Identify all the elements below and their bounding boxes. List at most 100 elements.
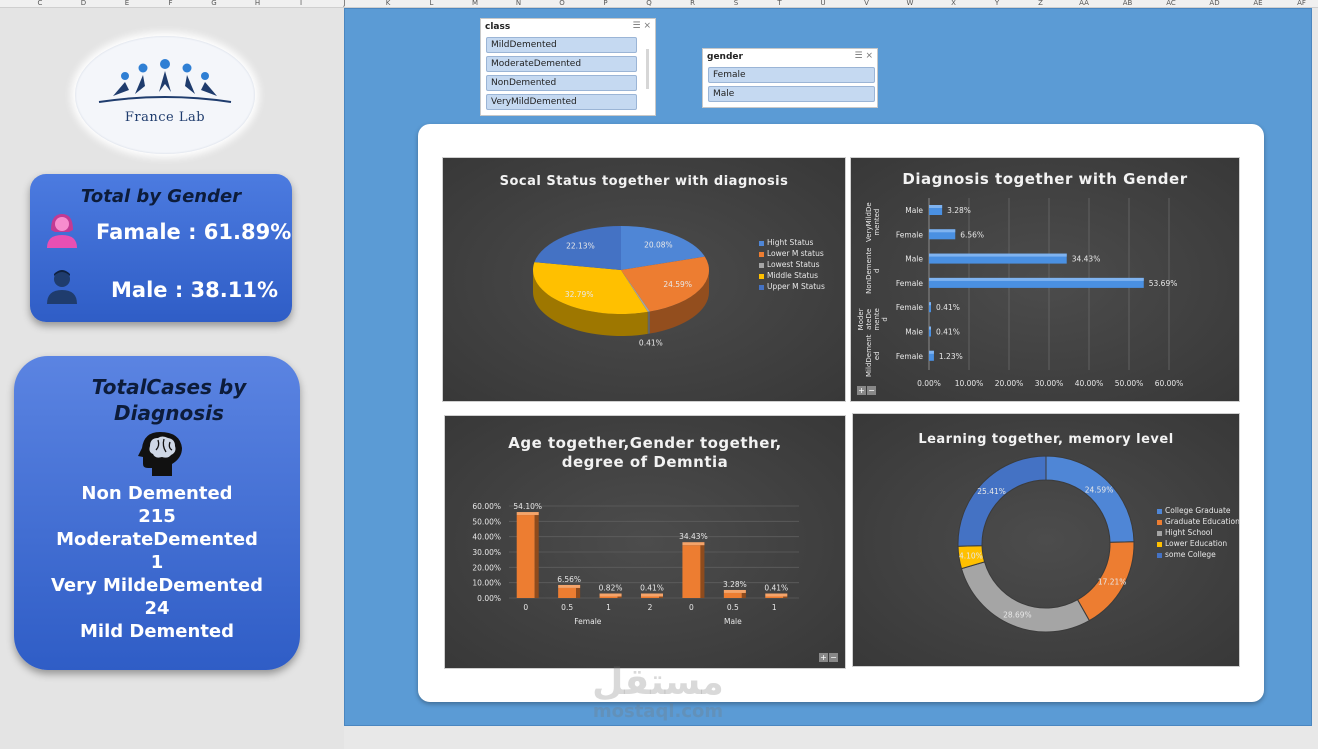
column-header-N[interactable]: N	[515, 0, 522, 7]
category-label: Female	[896, 352, 924, 361]
class-slicer[interactable]: class ☰ ⨯ MildDemented ModerateDemented No…	[480, 18, 656, 116]
column-header-Y[interactable]: Y	[994, 0, 1000, 7]
category-label: Male	[905, 328, 923, 337]
column-header-AF[interactable]: AF	[1297, 0, 1306, 7]
column-header-W[interactable]: W	[906, 0, 914, 7]
donut-data-label: 4.10%	[959, 552, 983, 561]
social-status-pie-plot: 20.08% 24.59% 0.41% 32.79% 22.13%	[533, 226, 709, 348]
column-header-T[interactable]: T	[777, 0, 782, 7]
social-status-pie-chart[interactable]: Socal Status together with diagnosis 20.…	[442, 157, 846, 402]
column-header-J[interactable]: J	[343, 0, 346, 7]
donut-slice-some-college[interactable]	[957, 455, 1047, 547]
column-header-AB[interactable]: AB	[1122, 0, 1133, 7]
column-header-R[interactable]: R	[690, 0, 695, 7]
age-gender-dementia-bar-chart[interactable]: Age together,Gender together, degree of …	[444, 415, 846, 669]
y-tick-label: 60.00%	[472, 502, 501, 511]
slicer-item[interactable]: VeryMildDemented	[486, 94, 637, 110]
column-header-M[interactable]: M	[471, 0, 479, 7]
column-header-AC[interactable]: AC	[1166, 0, 1176, 7]
slicer-multiselect-icon[interactable]: ☰ ⨯	[632, 21, 651, 31]
donut-slice-college-graduate[interactable]	[1045, 455, 1135, 543]
pie-slice-upper-m-status[interactable]	[534, 226, 621, 270]
column-header-D[interactable]: D	[80, 0, 87, 7]
column-header-V[interactable]: V	[864, 0, 869, 7]
hbar-5[interactable]	[929, 326, 931, 337]
diagnosis-lines: Non Demented 215 ModerateDemented 1 Very Mil…	[14, 482, 300, 643]
column-header-U[interactable]: U	[820, 0, 826, 7]
vbar-5[interactable]	[723, 592, 742, 598]
social-status-legend-entry: Upper M Status	[759, 282, 825, 293]
female-user-icon	[47, 214, 77, 248]
group-label: Moder	[857, 308, 865, 330]
column-header-H[interactable]: H	[254, 0, 261, 7]
column-header-AE[interactable]: AE	[1253, 0, 1263, 7]
diagnosis-line: 215	[138, 506, 176, 527]
diagnosis-line: Non Demented	[81, 483, 233, 504]
legend-swatch	[1157, 508, 1162, 514]
expand-button[interactable]: +	[857, 386, 866, 395]
x-tick-label: 50.00%	[1115, 379, 1144, 388]
pie-slice-middle-status[interactable]	[533, 262, 648, 314]
column-header-O[interactable]: O	[559, 0, 565, 7]
column-header-C[interactable]: C	[37, 0, 43, 7]
donut-slice-hight-school[interactable]	[960, 561, 1091, 633]
vbar-2[interactable]	[599, 596, 618, 599]
slicer-item[interactable]: NonDemented	[486, 75, 637, 91]
column-header-Z[interactable]: Z	[1038, 0, 1043, 7]
vbar-4[interactable]	[682, 545, 701, 598]
hbar-6[interactable]	[929, 350, 934, 361]
column-header-K[interactable]: K	[385, 0, 391, 7]
slicer-item[interactable]: Male	[708, 86, 875, 102]
female-percentage: Famale : 61.89%	[96, 220, 292, 244]
diagnosis-gender-plot: 0.00% 10.00% 20.00% 30.00% 40.00% 50.00% 60.00…	[857, 198, 1183, 388]
pie-slice-hight-status[interactable]	[621, 226, 705, 270]
hbar-0[interactable]	[929, 205, 943, 215]
column-header-S[interactable]: S	[733, 0, 739, 7]
legend-label: College Graduate	[1165, 506, 1231, 515]
column-header-P[interactable]: P	[603, 0, 608, 7]
vbar-3[interactable]	[641, 596, 659, 599]
expand-button-2[interactable]: +	[819, 653, 828, 662]
bar-data-label: 3.28%	[947, 206, 971, 215]
gender-slicer[interactable]: gender ☰ ⨯ Female Male	[702, 48, 878, 108]
hbar-1[interactable]	[929, 229, 956, 240]
slicer-item[interactable]: Female	[708, 67, 875, 83]
vbar-1[interactable]	[558, 587, 577, 598]
social-status-legend-entry: Lowest Status	[759, 260, 825, 271]
column-header-AA[interactable]: AA	[1079, 0, 1089, 7]
logo-text: France Lab	[124, 110, 206, 125]
vbar-6[interactable]	[765, 596, 784, 599]
vbar-top	[516, 512, 539, 516]
x-category-label: 0	[523, 603, 528, 612]
column-header-L[interactable]: L	[429, 0, 434, 7]
collapse-button[interactable]: −	[867, 386, 876, 395]
slicer-item[interactable]: ModerateDemented	[486, 56, 637, 72]
learning-memory-donut-chart[interactable]: Learning together, memory level 24.59% 17…	[852, 413, 1240, 667]
column-header-G[interactable]: G	[211, 0, 217, 7]
column-header-Q[interactable]: Q	[646, 0, 652, 7]
column-header-F[interactable]: F	[168, 0, 173, 7]
column-header-E[interactable]: E	[124, 0, 130, 7]
legend-swatch	[759, 240, 764, 246]
column-header-AD[interactable]: AD	[1209, 0, 1220, 7]
category-label: Female	[896, 279, 924, 288]
column-header-X[interactable]: X	[951, 0, 956, 7]
slicer-item[interactable]: MildDemented	[486, 37, 637, 53]
hbar-4[interactable]	[929, 302, 931, 313]
hbar-2[interactable]	[929, 253, 1067, 264]
diagnosis-gender-bar-chart[interactable]: Diagnosis together with Gender 0.00% 10.0…	[850, 157, 1240, 402]
hbar-3[interactable]	[929, 277, 1144, 288]
slicer-clear-filter-icon[interactable]: ☰ ⨯	[854, 51, 873, 61]
class-slicer-scrollbar[interactable]	[646, 49, 649, 89]
vbar-side	[700, 542, 705, 598]
pie-slice-lowest-status[interactable]	[621, 270, 650, 312]
vbar-0[interactable]	[516, 515, 535, 598]
donut-data-label: 17.21%	[1098, 577, 1127, 586]
hbar-highlight	[929, 253, 1067, 257]
pie-slice-lower-m-status[interactable]	[621, 256, 709, 312]
diagnosis-card-title: TotalCases by Diagnosis	[74, 374, 264, 426]
column-header-I[interactable]: I	[299, 0, 303, 7]
legend-swatch	[759, 273, 764, 279]
collapse-button-2[interactable]: −	[829, 653, 838, 662]
